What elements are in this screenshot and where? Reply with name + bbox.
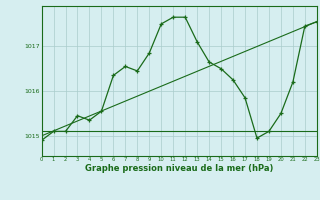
X-axis label: Graphe pression niveau de la mer (hPa): Graphe pression niveau de la mer (hPa) <box>85 164 273 173</box>
